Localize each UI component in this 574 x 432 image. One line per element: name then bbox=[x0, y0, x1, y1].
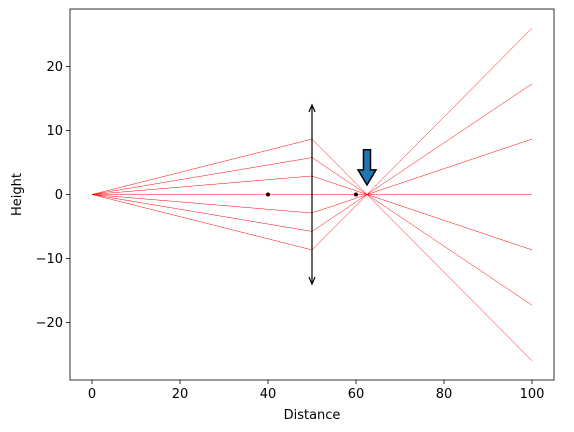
y-tick-label--10: −10 bbox=[36, 252, 63, 267]
x-tick-label-80: 80 bbox=[436, 387, 453, 402]
y-axis-label: Height bbox=[10, 173, 25, 216]
y-tick-label--20: −20 bbox=[36, 316, 63, 331]
plot-area bbox=[91, 28, 533, 361]
focal-point-1 bbox=[266, 192, 270, 197]
x-tick-label-0: 0 bbox=[88, 387, 96, 402]
x-axis-label: Distance bbox=[284, 408, 341, 423]
x-tick-label-60: 60 bbox=[348, 387, 365, 402]
image-arrow bbox=[356, 148, 378, 187]
x-tick-label-20: 20 bbox=[172, 387, 189, 402]
lens-bottom-arrowhead bbox=[308, 276, 316, 286]
focal-point-2 bbox=[354, 192, 358, 197]
y-axis-ticks: −20 −10 0 10 20 bbox=[36, 60, 70, 331]
y-tick-label-20: 20 bbox=[46, 60, 63, 75]
x-axis-ticks: 0 20 40 60 80 100 bbox=[88, 380, 545, 402]
x-tick-label-100: 100 bbox=[520, 387, 545, 402]
y-tick-label-0: 0 bbox=[55, 188, 63, 203]
y-tick-label-10: 10 bbox=[46, 124, 63, 139]
x-tick-label-40: 40 bbox=[260, 387, 277, 402]
lens-top-arrowhead bbox=[308, 103, 316, 113]
